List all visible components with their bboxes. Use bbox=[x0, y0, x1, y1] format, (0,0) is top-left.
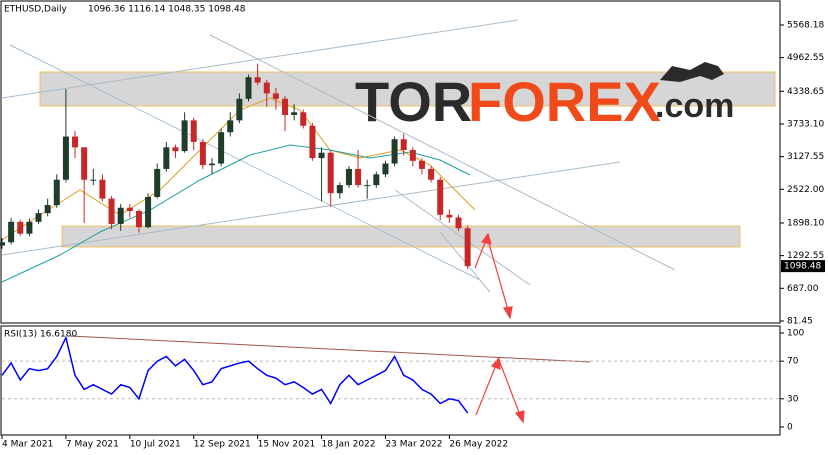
candle-body bbox=[145, 196, 152, 228]
y-tick-label: 81.45 bbox=[787, 316, 813, 326]
candle-body bbox=[190, 120, 197, 142]
candle-body bbox=[8, 221, 15, 243]
candle-body bbox=[309, 125, 316, 159]
x-tick-label: 12 Sep 2021 bbox=[194, 440, 251, 450]
x-tick-label: 7 May 2021 bbox=[66, 440, 119, 450]
x-tick-label: 23 Mar 2022 bbox=[385, 440, 442, 450]
moving-average bbox=[1, 97, 476, 241]
y-tick-label: 1292.55 bbox=[787, 251, 824, 261]
y-tick-label: 3733.10 bbox=[787, 119, 824, 129]
candle-body bbox=[291, 112, 298, 115]
candle-body bbox=[72, 136, 79, 148]
candle-body bbox=[172, 147, 179, 152]
brand-part: .com bbox=[655, 87, 734, 125]
y-tick-label: 687.00 bbox=[787, 284, 819, 294]
candle-body bbox=[163, 147, 170, 169]
candle-body bbox=[35, 213, 42, 222]
last-price-box bbox=[781, 260, 825, 273]
y-tick-label: 2522.00 bbox=[787, 185, 824, 195]
y-tick-label: 4962.55 bbox=[787, 53, 824, 63]
candle-body bbox=[0, 242, 5, 246]
candle-body bbox=[62, 136, 69, 180]
candle-body bbox=[364, 185, 371, 187]
candle-body bbox=[409, 150, 416, 161]
candle-body bbox=[208, 163, 215, 166]
candle-body bbox=[44, 205, 51, 214]
rsi-tick-label: 100 bbox=[787, 328, 804, 338]
x-tick-label: 15 Nov 2021 bbox=[258, 440, 316, 450]
candle-body bbox=[135, 210, 142, 228]
rsi-tick-label: 70 bbox=[787, 357, 799, 367]
candle-body bbox=[218, 132, 225, 164]
brand-logo: TOR FOREX .com bbox=[355, 62, 734, 133]
candle-body bbox=[108, 198, 115, 224]
y-tick-label: 3127.55 bbox=[787, 152, 824, 162]
candle-body bbox=[117, 207, 124, 224]
candle-body bbox=[418, 160, 425, 169]
candle-body bbox=[428, 168, 435, 180]
candle-body bbox=[327, 152, 334, 194]
candle-body bbox=[345, 168, 352, 186]
y-tick-label: 1898.10 bbox=[787, 218, 824, 228]
candle-body bbox=[272, 93, 279, 99]
y-tick-label: 5568.18 bbox=[787, 20, 824, 30]
candle-body bbox=[318, 152, 325, 159]
candle-body bbox=[99, 179, 106, 199]
symbol: ETHUSD,Daily bbox=[4, 5, 67, 15]
rsi-line bbox=[1, 335, 469, 414]
candle-body bbox=[373, 174, 380, 186]
candle-body bbox=[382, 163, 389, 175]
x-tick-label: 4 Mar 2021 bbox=[2, 440, 53, 450]
x-tick-label: 18 Jan 2022 bbox=[322, 440, 376, 450]
forecast-arrows bbox=[474, 232, 525, 424]
rsi-tick-label: 0 bbox=[787, 423, 793, 433]
candle-body bbox=[181, 120, 188, 152]
candle-body bbox=[391, 139, 398, 164]
candle-body bbox=[400, 139, 407, 151]
x-tick-label: 10 Jul 2021 bbox=[130, 440, 181, 450]
candle-body bbox=[437, 179, 444, 215]
ohlc: 1096.36 1116.14 1048.35 1098.48 bbox=[88, 5, 246, 15]
candle-body bbox=[282, 98, 289, 115]
bull-icon bbox=[660, 62, 724, 82]
rsi-trendline bbox=[69, 335, 591, 363]
candle-body bbox=[236, 98, 243, 121]
candle-body bbox=[336, 185, 343, 194]
candle-body bbox=[199, 141, 206, 166]
rsi-tick-label: 30 bbox=[787, 394, 799, 404]
candle-body bbox=[17, 221, 24, 234]
brand-part: TOR bbox=[355, 70, 472, 133]
candle-body bbox=[263, 82, 270, 94]
resistance-zone bbox=[39, 71, 776, 107]
candle-body bbox=[26, 221, 33, 234]
candle-body bbox=[227, 120, 234, 133]
price-pane bbox=[0, 0, 781, 324]
x-tick-label: 26 May 2022 bbox=[449, 440, 508, 450]
candle-body bbox=[446, 214, 453, 218]
candle-body bbox=[81, 147, 88, 180]
candle-body bbox=[355, 168, 362, 186]
y-tick-label: 4338.65 bbox=[787, 87, 824, 97]
candle-body bbox=[245, 77, 252, 99]
candle-body bbox=[126, 207, 133, 211]
support-zone bbox=[61, 225, 741, 248]
candle-body bbox=[455, 217, 462, 229]
candle-body bbox=[464, 228, 471, 267]
rsi-title: RSI(13) 16.6180 bbox=[4, 330, 77, 340]
candle-body bbox=[90, 179, 97, 181]
rsi-pane bbox=[0, 325, 781, 436]
candle-body bbox=[300, 112, 307, 126]
candle-body bbox=[154, 168, 161, 197]
trendlines bbox=[1, 19, 676, 293]
brand-part: FOREX bbox=[468, 70, 661, 133]
candle-body bbox=[254, 77, 261, 83]
last-price-label: 1098.48 bbox=[784, 262, 821, 272]
candle-body bbox=[53, 179, 60, 206]
